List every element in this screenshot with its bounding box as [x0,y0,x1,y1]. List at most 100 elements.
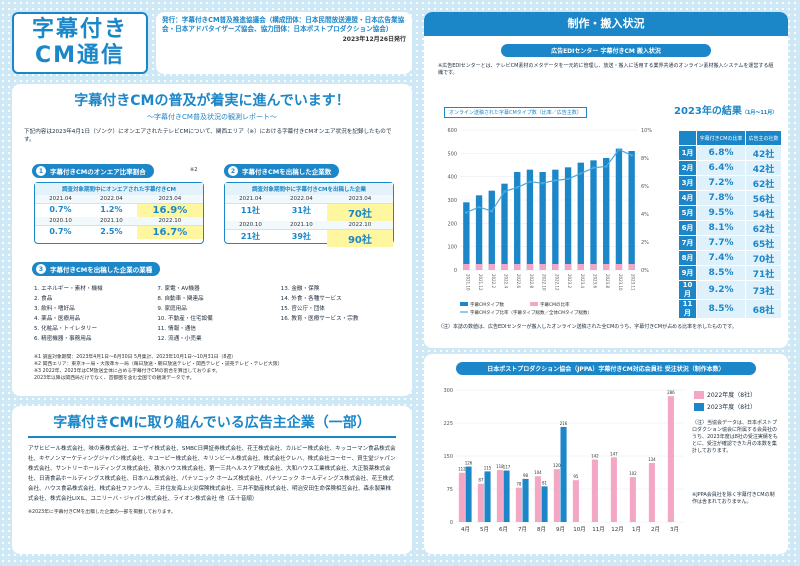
ratio-line [466,148,632,214]
data-label: 126 [465,461,473,466]
bar-ratio [463,264,470,270]
footnote-line: ※1 調査対象期間：2023年4月1日〜6月30日 5月集計、2023年10月1… [34,355,236,360]
industry-item: 13. 金融・保険 [280,286,320,292]
bar [488,190,495,270]
x-tick-label: 2023.6 [593,274,598,288]
footnote-line: ※2 関西エリア：東京キー局・大阪準キー局（毎日放送・朝日放送テレビ・関西テレビ… [34,362,283,367]
x-tick-label: 2022.2 [491,274,496,288]
y-tick-label-left: 0 [454,268,457,274]
month-cell: 6月 [678,220,697,236]
industry-item: 12. 流通・小売業 [157,336,202,342]
highlight-value: 16.7% [136,226,203,239]
jppa-title: 日本ポストプロダクション協会（JPPA）字幕付きCM対応会員社 受注状況（制作本… [456,362,756,375]
production-card: 制作・搬入状況 広告EDIセンター 字幕付きCM 搬入状況 ※広告EDIセンター… [424,12,788,348]
header-cell: 2022.10 [136,217,203,226]
industry-list: 1. エネルギー・素材・機械 7. 家電・AV機器 13. 金融・保険 2. 食品 8.… [34,284,404,342]
legend-swatch-pink [530,302,538,306]
value-cell: 1.2% [100,205,123,214]
year-result-title-text: 2023年の結果 [674,106,742,117]
chart1-tag: オンライン送稿された字幕CMタイプ数（比率／広告主数） [444,107,587,118]
year-table-header: 字幕付きCMの比率 広告主の社数 [678,130,782,146]
company-cell: 71社 [745,265,782,281]
table-row: 4月 7.8% 56社 [678,190,782,206]
industry-item: 2. 食品 [34,296,53,302]
bar [534,476,541,522]
ratio-point [541,181,544,185]
company-cell: 54社 [745,205,782,221]
legend-2022-label: 2022年度（8社） [707,392,757,399]
ratio-cell: 8.5% [695,299,747,319]
column-header: 字幕付きCMの比率 [695,130,747,146]
section1-heading: 1 字幕付きCMのオンエア比率割合 [32,164,154,178]
data-label: 102 [629,471,637,476]
industry-item: 6. 精密機器・事務用品 [34,336,92,342]
ratio-point [617,148,621,151]
ratio-point [579,172,583,175]
production-subtitle: 広告EDIセンター 字幕付きCM 搬入状況 [501,44,711,57]
issuer-text: 発行：字幕付きCM普及推進協議会（構成団体：日本民間放送連盟・日本広告業協会・日… [162,16,405,33]
sponsor-list: アサヒビール株式会社、味の素株式会社、エーザイ株式会社、SMBC日興証券株式会社… [28,446,396,502]
issue-date: 2023年12月26日発行 [342,36,406,43]
x-tick-label: 5月 [480,526,489,533]
legend-swatch-pink [694,390,704,399]
x-tick-label: 2月 [651,526,660,533]
table-row: 10月 9.2% 73社 [678,280,782,300]
footnote-line: 2023年以降は関西局だけでなく、首都圏を含む全国での観測データです。 [34,376,195,381]
table-row: 11月 8.5% 68社 [678,299,782,319]
section3-number-icon: 3 [36,264,46,274]
corner-cell [678,130,697,146]
highlight-value: 16.9% [136,204,203,217]
ratio-cell: 8.5% [695,265,747,281]
sponsor-footnote: ※2023年に字幕付きCMを出稿した企業の一部を掲載しております。 [28,510,176,515]
x-tick-label: 2022.10 [542,274,547,291]
data-label: 142 [591,454,599,459]
value-cell: 2.5% [100,227,123,236]
ratio-cell: 8.1% [695,220,747,236]
sponsors-title: 字幕付きCMに取り組んでいる広告主企業（一部） [53,415,371,431]
x-tick-label: 6月 [499,526,508,533]
header-cell: 2022.04 [85,195,137,204]
y-tick-label-right: 8% [641,156,649,162]
legend-label: 字幕CMタイプ数 [470,301,505,308]
data-label: 95 [573,474,579,479]
month-cell: 8月 [678,250,697,266]
x-tick-label: 2023.10 [618,274,623,291]
ratio-cell: 6.8% [695,145,747,161]
industry-item: 9. 家庭用品 [157,306,187,312]
header-cell: 2022.04 [275,195,327,204]
company-cell: 56社 [745,190,782,206]
value-cell: 11社 [240,206,261,215]
data-label: 117 [503,465,511,470]
report-subtitle: 〜字幕付きCM普及状況の観測レポート〜 [147,113,277,121]
adoption-report-card: 字幕付きCMの普及が着実に進んでいます！ 〜字幕付きCM普及状況の観測レポート〜… [12,84,412,396]
month-cell: 3月 [678,175,697,191]
bar [475,195,483,270]
company-cell: 65社 [745,235,782,251]
legend-label: 字幕CMの比率 [540,301,570,308]
header-cell: 2021.04 [225,195,276,204]
column-header: 広告主の社数 [745,130,782,146]
industry-item [281,324,404,332]
legend-2023: 2023年度（8社） [694,402,756,411]
jppa-note: （注）当協会データは、日本ポストプロダクション協会に所属する会員社のうち、202… [692,420,778,454]
table-row: 3月 7.2% 62社 [678,175,782,191]
data-label: 147 [610,451,618,456]
newsletter-title: 字幕付き CM通信 [12,12,148,74]
ratio-point [604,165,608,168]
month-cell: 5月 [678,205,697,221]
legend-2022: 2022年度（8社） [694,390,756,399]
bar-ratio [564,264,572,270]
industry-item: 16. 教育・医療サービス・宗教 [280,316,359,322]
bar [526,169,534,270]
ratio-point [566,177,570,181]
jppa-legend: 2022年度（8社） 2023年度（8社） [694,390,756,414]
company-cell: 42社 [745,160,782,176]
bar [628,151,635,270]
bar [553,469,560,522]
issuer-box: 発行：字幕付きCM普及推進協議会（構成団体：日本民間放送連盟・日本広告業協会・日… [156,12,412,74]
bar [590,160,597,270]
ratio-cell: 7.2% [695,175,747,191]
onair-ratio-box: 調査対象期間中にオンエアされた字幕付きCM 2021.04 2022.04 20… [34,182,204,244]
bar [629,477,636,522]
data-label: 104 [534,470,542,475]
